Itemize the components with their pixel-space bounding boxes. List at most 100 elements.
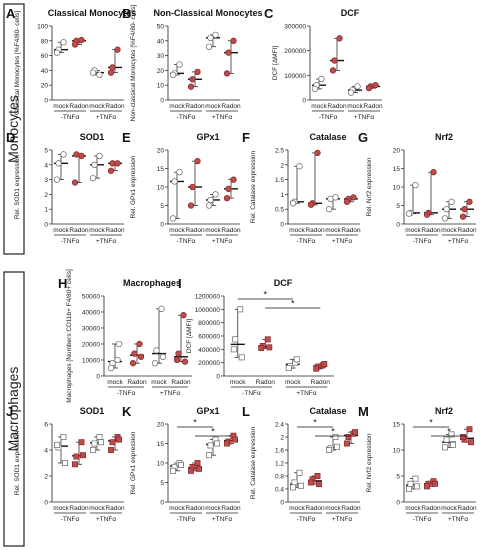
y-axis-label: Rel. SOD1 expression	[14, 430, 21, 495]
data-point	[313, 365, 320, 372]
data-point	[290, 484, 296, 491]
data-point	[137, 353, 145, 360]
y-axis-label: DCF [ΔMFI]	[272, 46, 279, 81]
y-tick-label: 3	[44, 177, 48, 184]
data-point	[173, 356, 181, 364]
category-label: mock	[289, 505, 305, 512]
category-label: Radon	[305, 505, 325, 512]
data-point	[54, 441, 60, 448]
data-point	[169, 71, 177, 78]
panel-title: Nrf2	[435, 132, 453, 142]
y-tick-label: 30000	[82, 326, 100, 333]
condition-label: +TNFα	[96, 238, 116, 245]
data-point	[212, 191, 219, 198]
data-point	[129, 360, 137, 367]
data-point	[187, 83, 195, 90]
data-point	[325, 206, 333, 213]
panel-title: SOD1	[80, 132, 105, 142]
y-axis-label: Rel. Catalase expression	[250, 426, 257, 499]
data-point	[109, 64, 116, 71]
y-tick-label: 2	[280, 162, 284, 169]
data-point	[432, 480, 438, 487]
data-point	[60, 434, 67, 440]
data-point	[78, 36, 85, 44]
data-point	[205, 43, 213, 50]
category-label: Radon	[105, 505, 125, 512]
category-label: mock	[89, 505, 105, 512]
panel-title: Macrophages	[123, 278, 181, 288]
data-point	[169, 215, 177, 222]
data-point	[53, 176, 61, 183]
category-label: Radon	[327, 103, 347, 110]
condition-label: -TNFα	[413, 238, 432, 245]
y-tick-label: 5	[396, 203, 400, 210]
y-tick-label: 0	[280, 222, 284, 229]
data-point	[158, 305, 165, 312]
y-tick-label: 0	[44, 98, 48, 105]
data-point	[78, 152, 85, 160]
panel-letter: M	[358, 404, 369, 419]
data-point	[115, 340, 123, 348]
condition-label: +TNFα	[332, 516, 352, 523]
category-label: Radon	[69, 505, 89, 512]
panel-title: GPx1	[196, 132, 219, 142]
category-label: Radon	[171, 379, 191, 386]
category-label: mock	[311, 103, 327, 110]
y-tick-label: 5	[160, 480, 164, 487]
panel-i: I DCF 0 200000 400000 600000 800000 1000000 1200…	[178, 276, 334, 397]
condition-label: -TNFα	[413, 516, 432, 523]
y-tick-label: 400000	[198, 347, 220, 354]
data-point	[194, 460, 201, 466]
significance-label: *	[291, 299, 295, 309]
y-tick-label: 10	[393, 448, 401, 455]
y-tick-label: 0	[44, 500, 48, 507]
panel-letter: B	[122, 6, 131, 21]
data-point	[424, 483, 430, 490]
y-tick-label: 0.4	[275, 487, 284, 494]
data-point	[289, 200, 297, 207]
data-point	[188, 467, 194, 474]
category-label: Radon	[457, 505, 477, 512]
condition-label: -TNFα	[177, 516, 196, 523]
data-point	[80, 452, 86, 459]
y-tick-label: 10000	[82, 358, 100, 365]
y-tick-label: 1.5	[275, 177, 284, 184]
macrophages-section-label: Macrophages	[5, 367, 21, 452]
data-point	[443, 206, 450, 213]
data-point	[91, 161, 98, 168]
y-tick-label: 600000	[198, 334, 220, 341]
panel-title: DCF	[341, 8, 360, 18]
data-point	[459, 213, 467, 220]
condition-label: -TNFα	[61, 114, 80, 121]
panel-f: F Catalase 0 0.5 1 1.5 2 2.5 Rel. Catalase expre…	[242, 130, 361, 245]
panels: A Classical Monocytes020406080100Classica…	[6, 4, 477, 523]
data-point	[60, 151, 67, 158]
category-label: Radon	[185, 103, 205, 110]
y-tick-label: 0	[44, 222, 48, 229]
data-point	[264, 336, 271, 343]
y-tick-label: 300000	[284, 24, 306, 31]
category-label: Radon	[69, 227, 89, 234]
condition-label: +TNFα	[296, 390, 316, 397]
y-tick-label: 15	[157, 441, 165, 448]
category-label: mock	[89, 227, 105, 234]
data-point	[230, 37, 237, 44]
y-tick-label: 20	[41, 83, 49, 90]
data-point	[316, 481, 322, 488]
data-point	[170, 467, 176, 474]
category-label: mock	[405, 227, 421, 234]
data-point	[230, 176, 237, 183]
y-tick-label: 0	[396, 222, 400, 229]
data-point	[225, 49, 232, 56]
data-point	[153, 347, 160, 354]
category-label: mock	[169, 227, 185, 234]
panel-l: L Catalase 0 0.4 0.8 1.2 1.6 2 2.4 Rel. Catalase …	[242, 404, 361, 523]
data-point	[175, 350, 182, 357]
condition-label: -TNFα	[61, 238, 80, 245]
category-label: mock	[325, 505, 341, 512]
data-point	[159, 353, 167, 360]
data-point	[114, 356, 121, 364]
